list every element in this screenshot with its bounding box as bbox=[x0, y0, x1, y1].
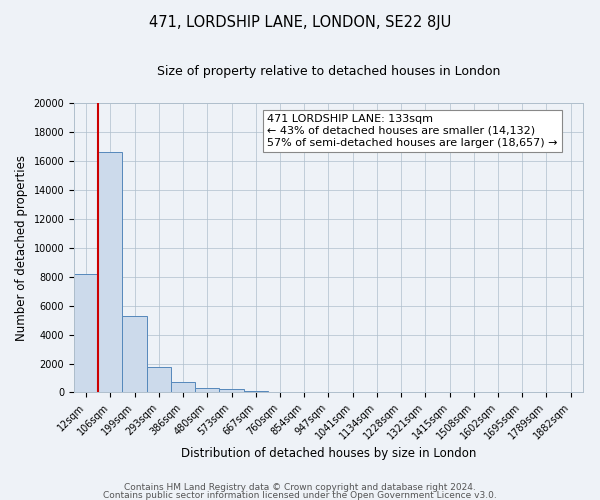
Bar bbox=[98, 152, 122, 392]
Bar bbox=[147, 367, 171, 392]
Bar bbox=[195, 388, 220, 392]
Bar bbox=[171, 382, 195, 392]
Bar bbox=[244, 390, 268, 392]
Text: 471 LORDSHIP LANE: 133sqm
← 43% of detached houses are smaller (14,132)
57% of s: 471 LORDSHIP LANE: 133sqm ← 43% of detac… bbox=[268, 114, 558, 148]
Bar bbox=[220, 389, 244, 392]
Bar bbox=[122, 316, 147, 392]
X-axis label: Distribution of detached houses by size in London: Distribution of detached houses by size … bbox=[181, 447, 476, 460]
Text: Contains HM Land Registry data © Crown copyright and database right 2024.: Contains HM Land Registry data © Crown c… bbox=[124, 484, 476, 492]
Text: Contains public sector information licensed under the Open Government Licence v3: Contains public sector information licen… bbox=[103, 490, 497, 500]
Y-axis label: Number of detached properties: Number of detached properties bbox=[15, 154, 28, 340]
Title: Size of property relative to detached houses in London: Size of property relative to detached ho… bbox=[157, 65, 500, 78]
Bar bbox=[74, 274, 98, 392]
Text: 471, LORDSHIP LANE, LONDON, SE22 8JU: 471, LORDSHIP LANE, LONDON, SE22 8JU bbox=[149, 15, 451, 30]
